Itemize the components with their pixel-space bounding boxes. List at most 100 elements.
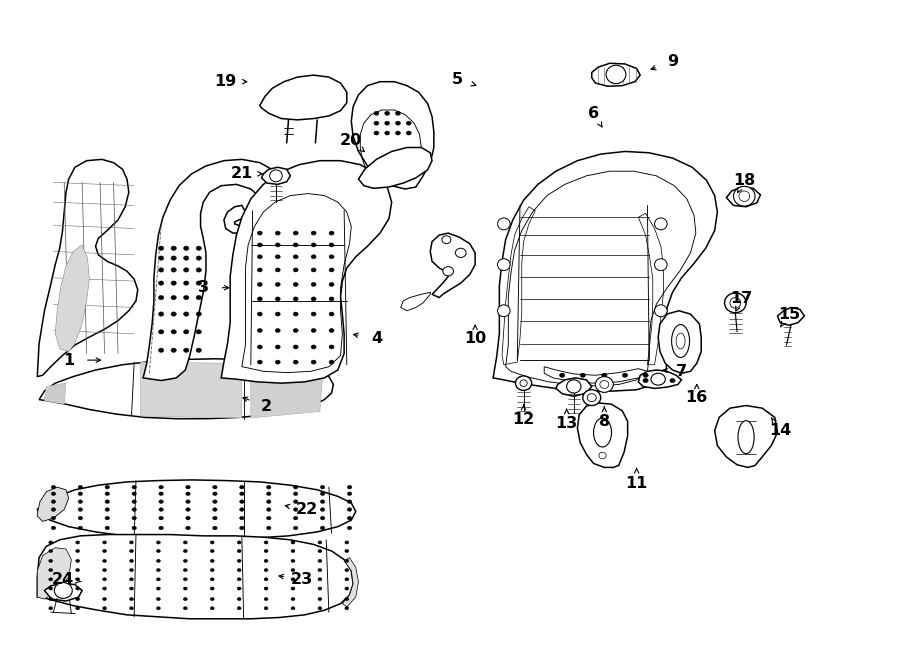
Text: 10: 10 (464, 331, 486, 346)
Ellipse shape (293, 243, 298, 247)
Ellipse shape (724, 293, 746, 313)
Ellipse shape (291, 587, 295, 590)
Ellipse shape (132, 492, 137, 496)
Ellipse shape (171, 256, 176, 260)
Ellipse shape (594, 418, 611, 447)
Ellipse shape (51, 485, 56, 489)
Ellipse shape (257, 254, 262, 259)
Ellipse shape (455, 249, 466, 257)
Ellipse shape (212, 492, 217, 496)
Ellipse shape (374, 111, 379, 115)
Ellipse shape (395, 111, 400, 115)
Ellipse shape (293, 268, 298, 272)
Ellipse shape (171, 330, 176, 334)
Ellipse shape (158, 268, 164, 272)
Ellipse shape (291, 568, 295, 572)
Polygon shape (556, 378, 592, 397)
Ellipse shape (264, 587, 268, 590)
Text: 20: 20 (340, 134, 363, 149)
Ellipse shape (275, 297, 280, 301)
Ellipse shape (583, 390, 600, 406)
Ellipse shape (132, 508, 137, 512)
Text: 5: 5 (452, 71, 463, 87)
Ellipse shape (157, 559, 160, 563)
Ellipse shape (76, 598, 79, 601)
Ellipse shape (211, 607, 214, 610)
Ellipse shape (103, 598, 106, 601)
Ellipse shape (211, 578, 214, 581)
Ellipse shape (293, 329, 298, 332)
Ellipse shape (442, 236, 451, 244)
Ellipse shape (320, 500, 325, 504)
Polygon shape (37, 535, 353, 619)
Ellipse shape (105, 500, 110, 504)
Ellipse shape (275, 312, 280, 316)
Ellipse shape (374, 121, 379, 125)
Ellipse shape (157, 598, 160, 601)
Polygon shape (342, 558, 358, 607)
Ellipse shape (185, 485, 190, 489)
Ellipse shape (196, 246, 202, 251)
Ellipse shape (329, 345, 334, 349)
Ellipse shape (654, 218, 667, 230)
Ellipse shape (329, 243, 334, 247)
Ellipse shape (264, 568, 268, 572)
Ellipse shape (293, 297, 298, 301)
Polygon shape (715, 406, 778, 467)
Ellipse shape (738, 420, 754, 453)
Ellipse shape (318, 598, 322, 601)
Ellipse shape (184, 578, 187, 581)
Ellipse shape (275, 268, 280, 272)
Ellipse shape (196, 330, 202, 334)
Ellipse shape (238, 549, 241, 553)
Ellipse shape (49, 549, 53, 553)
Ellipse shape (78, 500, 83, 504)
Ellipse shape (264, 578, 268, 581)
Ellipse shape (347, 516, 352, 520)
Ellipse shape (311, 312, 316, 316)
Ellipse shape (185, 516, 190, 520)
Ellipse shape (443, 266, 454, 276)
Ellipse shape (266, 500, 271, 504)
Ellipse shape (291, 549, 295, 553)
Ellipse shape (130, 578, 133, 581)
Ellipse shape (103, 559, 106, 563)
Ellipse shape (105, 485, 110, 489)
Ellipse shape (54, 582, 72, 598)
Polygon shape (638, 370, 681, 389)
Ellipse shape (105, 516, 110, 520)
Ellipse shape (329, 312, 334, 316)
Ellipse shape (130, 607, 133, 610)
Ellipse shape (291, 607, 295, 610)
Ellipse shape (76, 568, 79, 572)
Polygon shape (37, 480, 356, 539)
Ellipse shape (159, 492, 163, 496)
Ellipse shape (184, 281, 189, 286)
Ellipse shape (132, 516, 137, 520)
Ellipse shape (384, 111, 390, 115)
Ellipse shape (676, 333, 685, 349)
Polygon shape (39, 359, 333, 418)
Text: 9: 9 (667, 54, 678, 69)
Ellipse shape (320, 508, 325, 512)
Ellipse shape (185, 492, 190, 496)
Ellipse shape (498, 218, 510, 230)
Ellipse shape (264, 607, 268, 610)
Ellipse shape (196, 281, 202, 286)
Ellipse shape (158, 256, 164, 260)
Ellipse shape (159, 526, 163, 529)
Ellipse shape (622, 373, 627, 377)
Polygon shape (592, 63, 640, 87)
Ellipse shape (293, 231, 298, 235)
Ellipse shape (654, 305, 667, 317)
Ellipse shape (275, 231, 280, 235)
Ellipse shape (184, 246, 189, 251)
Ellipse shape (270, 170, 283, 182)
Ellipse shape (130, 598, 133, 601)
Ellipse shape (275, 243, 280, 247)
Ellipse shape (266, 485, 271, 489)
Ellipse shape (347, 526, 352, 529)
Ellipse shape (257, 345, 262, 349)
Ellipse shape (384, 131, 390, 135)
Ellipse shape (293, 282, 298, 286)
